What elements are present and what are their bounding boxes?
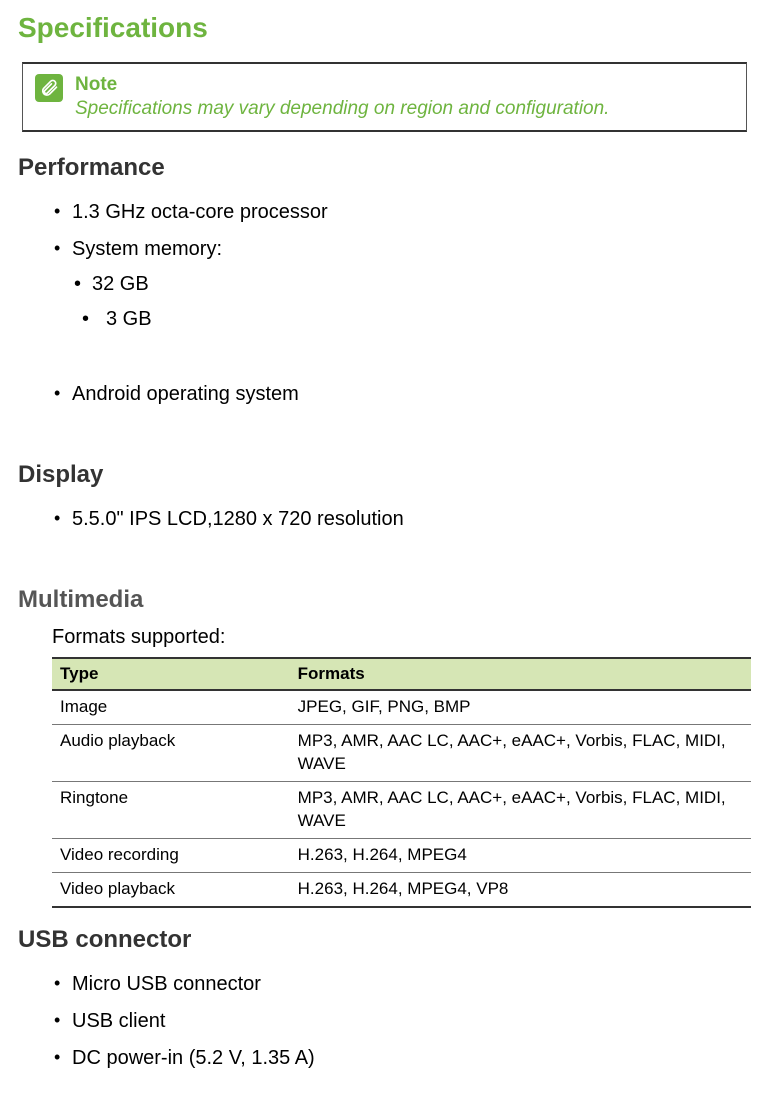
- display-list: 5.5.0" IPS LCD,1280 x 720 resolution: [18, 501, 751, 538]
- cell-type: Video playback: [52, 872, 290, 906]
- col-formats: Formats: [290, 658, 751, 690]
- usb-list: Micro USB connector USB client DC power-…: [18, 966, 751, 1077]
- performance-heading: Performance: [18, 154, 751, 182]
- note-body: Specifications may vary depending on reg…: [75, 98, 609, 119]
- display-heading: Display: [18, 461, 751, 489]
- cell-type: Video recording: [52, 838, 290, 872]
- list-item: Micro USB connector: [18, 966, 751, 1003]
- cell-formats: JPEG, GIF, PNG, BMP: [290, 690, 751, 724]
- table-row: Image JPEG, GIF, PNG, BMP: [52, 690, 751, 724]
- cell-type: Image: [52, 690, 290, 724]
- table-row: Video recording H.263, H.264, MPEG4: [52, 838, 751, 872]
- list-item: 3 GB: [72, 302, 751, 337]
- note-box: Note Specifications may vary depending o…: [22, 62, 747, 132]
- paperclip-icon: [35, 74, 63, 102]
- list-item: Android operating system: [18, 376, 751, 413]
- list-item: 32 GB: [72, 267, 751, 302]
- formats-table: Type Formats Image JPEG, GIF, PNG, BMP A…: [52, 657, 751, 908]
- table-header-row: Type Formats: [52, 658, 751, 690]
- cell-formats: MP3, AMR, AAC LC, AAC+, eAAC+, Vorbis, F…: [290, 781, 751, 838]
- performance-list-2: Android operating system: [18, 376, 751, 413]
- cell-formats: H.263, H.264, MPEG4, VP8: [290, 872, 751, 906]
- list-item: System memory: 32 GB 3 GB: [18, 231, 751, 342]
- note-title: Note: [75, 74, 609, 96]
- list-item: DC power-in (5.2 V, 1.35 A): [18, 1040, 751, 1077]
- table-row: Audio playback MP3, AMR, AAC LC, AAC+, e…: [52, 724, 751, 781]
- col-type: Type: [52, 658, 290, 690]
- table-row: Ringtone MP3, AMR, AAC LC, AAC+, eAAC+, …: [52, 781, 751, 838]
- memory-sublist: 32 GB 3 GB: [72, 267, 751, 337]
- performance-list: 1.3 GHz octa-core processor System memor…: [18, 194, 751, 342]
- cell-type: Audio playback: [52, 724, 290, 781]
- list-item: USB client: [18, 1003, 751, 1040]
- multimedia-heading: Multimedia: [18, 586, 751, 614]
- multimedia-intro: Formats supported:: [18, 626, 751, 649]
- table-row: Video playback H.263, H.264, MPEG4, VP8: [52, 872, 751, 906]
- cell-type: Ringtone: [52, 781, 290, 838]
- usb-heading: USB connector: [18, 926, 751, 954]
- cell-formats: H.263, H.264, MPEG4: [290, 838, 751, 872]
- page-title: Specifications: [18, 12, 751, 44]
- list-item: 5.5.0" IPS LCD,1280 x 720 resolution: [18, 501, 751, 538]
- list-item-label: System memory:: [72, 238, 222, 260]
- cell-formats: MP3, AMR, AAC LC, AAC+, eAAC+, Vorbis, F…: [290, 724, 751, 781]
- list-item: 1.3 GHz octa-core processor: [18, 194, 751, 231]
